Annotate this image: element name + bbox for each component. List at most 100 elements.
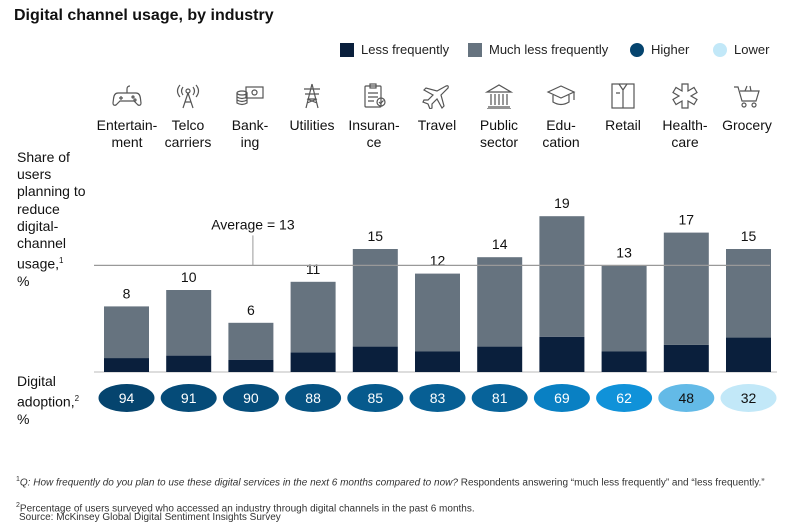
digital-adoption-label: Digital adoption,2 % — [17, 373, 97, 428]
adoption-oval — [160, 384, 217, 412]
y-axis-label-text: Share of users planning to reduce digita… — [17, 149, 86, 272]
industry-label: Telco carriers — [164, 117, 212, 150]
bar-total-label: 10 — [181, 269, 197, 285]
adoption-oval — [533, 384, 590, 412]
bar-segment-much-less-frequently — [477, 257, 523, 347]
bar-total-label: 8 — [123, 285, 131, 301]
clipboard-icon — [354, 83, 394, 113]
airplane-icon — [417, 83, 457, 113]
adoption-value: 83 — [430, 390, 446, 406]
legend-dot — [713, 42, 727, 57]
footnote-mark: 2 — [74, 394, 80, 403]
footnote-1: 1Q: How frequently do you plan to use th… — [16, 474, 766, 489]
footnote-mark: 1 — [16, 476, 20, 483]
bar-segment-less-frequently — [539, 336, 585, 372]
adoption-value: 90 — [243, 390, 259, 406]
bar-segment-less-frequently — [290, 352, 336, 372]
bar-segment-much-less-frequently — [539, 216, 585, 337]
power-tower-icon — [292, 83, 332, 113]
bar-segment-much-less-frequently — [415, 273, 460, 352]
adoption-oval — [347, 384, 404, 412]
adoption-value: 69 — [554, 390, 570, 406]
adoption-oval — [658, 384, 715, 412]
adoption-value: 94 — [119, 390, 135, 406]
industry-label: Travel — [417, 117, 457, 133]
medical-star-icon — [665, 83, 705, 113]
adoption-oval — [285, 384, 342, 412]
bar-total-label: 14 — [492, 236, 508, 252]
legend-item-lower: Lower — [713, 42, 769, 57]
industry-label: Utilities — [289, 117, 335, 133]
bar-total-label: 15 — [368, 228, 384, 244]
legend-dot — [630, 42, 644, 57]
bar-segment-less-frequently — [166, 355, 212, 372]
bar-segment-much-less-frequently — [290, 281, 336, 353]
footnote-mark: 1 — [59, 256, 64, 266]
government-building-icon — [479, 83, 519, 113]
chart-title: Digital channel usage, by industry — [14, 7, 274, 24]
bar-segment-less-frequently — [477, 346, 523, 372]
bar-total-label: 13 — [616, 244, 632, 260]
footnote-question: Q: How frequently do you plan to use the… — [19, 477, 458, 489]
shirt-icon — [603, 83, 643, 113]
bar-segment-less-frequently — [228, 359, 274, 372]
adoption-oval — [720, 384, 777, 412]
bar-segment-less-frequently — [104, 358, 149, 372]
adoption-value: 91 — [181, 390, 197, 406]
footnote-mark: 2 — [16, 502, 20, 509]
footnote-text: Respondents answering “much less frequen… — [457, 477, 765, 489]
bar-segment-much-less-frequently — [352, 249, 398, 347]
industry-label: Retail — [605, 117, 641, 133]
bar-segment-less-frequently — [726, 337, 771, 372]
bar-segment-less-frequently — [352, 346, 398, 372]
adoption-value: 88 — [305, 390, 321, 406]
adoption-oval — [471, 384, 528, 412]
gamepad-icon — [107, 83, 147, 113]
legend-label: Much less frequently — [489, 42, 609, 57]
adoption-value: 48 — [679, 390, 695, 406]
bar-total-label: 6 — [247, 302, 255, 318]
average-label: Average = 13 — [211, 216, 295, 232]
adoption-value: 32 — [741, 390, 757, 406]
industry-label: Insuran-ce — [348, 117, 400, 150]
adoption-oval — [596, 384, 653, 412]
bar-total-label: 12 — [430, 253, 446, 269]
legend-item-higher: Higher — [630, 42, 689, 57]
bar-segment-much-less-frequently — [726, 249, 771, 338]
adoption-oval — [222, 384, 279, 412]
legend-label: Lower — [734, 42, 770, 57]
legend-swatch — [468, 42, 482, 57]
industry-label: Edu-cation — [542, 117, 580, 150]
adoption-value: 81 — [492, 390, 508, 406]
industry-label: Grocery — [722, 117, 772, 133]
bar-total-label: 15 — [741, 228, 757, 244]
bar-segment-less-frequently — [601, 351, 647, 372]
adoption-oval — [98, 384, 155, 412]
bar-segment-much-less-frequently — [166, 290, 212, 356]
industry-label: Entertain-ment — [96, 117, 158, 150]
money-icon — [230, 83, 270, 113]
footnote-2: 2Percentage of users surveyed who access… — [16, 500, 766, 515]
legend-item-much-less-frequently: Much less frequently — [468, 42, 608, 57]
adoption-value: 85 — [368, 390, 384, 406]
bar-total-label: 11 — [306, 261, 321, 277]
bar-segment-much-less-frequently — [104, 306, 149, 359]
bar-segment-much-less-frequently — [601, 265, 647, 352]
source-note: Source: McKinsey Global Digital Sentimen… — [19, 512, 281, 523]
bar-total-label: 17 — [679, 212, 695, 228]
bar-segment-much-less-frequently — [228, 322, 274, 360]
antenna-icon — [168, 83, 208, 113]
industry-label: Public sector — [479, 117, 519, 150]
shopping-basket-icon — [727, 83, 767, 113]
y-axis-label-unit: % — [17, 273, 30, 290]
legend-label: Less frequently — [361, 42, 450, 57]
legend-label: Higher — [651, 42, 690, 57]
bar-segment-less-frequently — [415, 351, 460, 372]
bar-segment-less-frequently — [663, 344, 709, 372]
footnote-text: Percentage of users surveyed who accesse… — [19, 503, 475, 515]
industry-label: Health-care — [662, 117, 708, 150]
bar-total-label: 19 — [554, 195, 570, 211]
digital-adoption-label-text: Digital adoption, — [17, 373, 75, 410]
adoption-value: 62 — [616, 390, 632, 406]
